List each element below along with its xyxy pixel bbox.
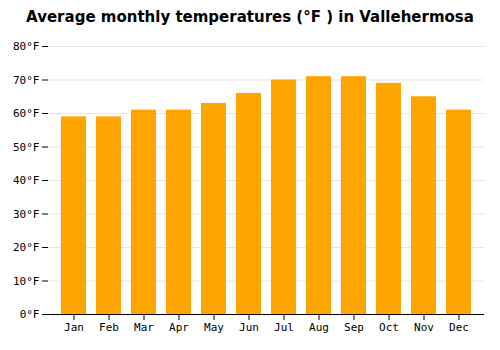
html-text:Average monthly temperatures (: Average monthly temperatures (°F ) in Va… bbox=[26, 8, 474, 26]
svg-text:70°F: 70°F bbox=[13, 74, 40, 87]
svg-text:Jan: Jan bbox=[64, 321, 84, 334]
svg-text:60°F: 60°F bbox=[13, 107, 40, 120]
svg-text:Oct: Oct bbox=[379, 321, 399, 334]
svg-text:0°F: 0°F bbox=[20, 308, 40, 321]
svg-text:Nov: Nov bbox=[414, 321, 434, 334]
svg-text:Sep: Sep bbox=[344, 321, 364, 334]
svg-text:30°F: 30°F bbox=[13, 208, 40, 221]
svg-text:Jul: Jul bbox=[274, 321, 294, 334]
svg-text:10°F: 10°F bbox=[13, 275, 40, 288]
svg-text:Dec: Dec bbox=[449, 321, 469, 334]
svg-text:Mar: Mar bbox=[134, 321, 154, 334]
svg-text:20°F: 20°F bbox=[13, 241, 40, 254]
svg-text:50°F: 50°F bbox=[13, 141, 40, 154]
svg-text:Jun: Jun bbox=[239, 321, 259, 334]
svg-text:Apr: Apr bbox=[169, 321, 189, 334]
svg-text:80°F: 80°F bbox=[13, 40, 40, 53]
svg-text:40°F: 40°F bbox=[13, 174, 40, 187]
svg-text:Aug: Aug bbox=[309, 321, 329, 334]
svg-text:May: May bbox=[204, 321, 224, 334]
svg-text:Feb: Feb bbox=[99, 321, 119, 334]
